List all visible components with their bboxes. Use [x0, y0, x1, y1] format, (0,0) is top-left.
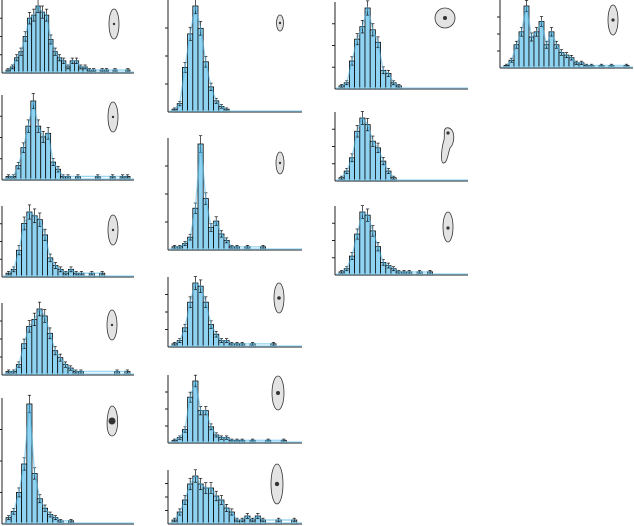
fit-curve: [8, 403, 71, 522]
fit-curve: [8, 100, 128, 178]
fit-curve: [341, 210, 430, 273]
nucleus-dot-icon: [277, 296, 281, 300]
histogram-panel-3-2: [332, 111, 468, 182]
nucleus-dot-icon: [443, 16, 447, 20]
histogram-bar: [364, 214, 371, 276]
histogram-bar: [31, 14, 37, 74]
histogram-bar: [192, 5, 199, 113]
fit-curve: [341, 116, 395, 179]
nucleus-dot-icon: [278, 161, 282, 165]
histogram-bar: [181, 66, 188, 113]
fit-curve: [174, 380, 284, 441]
histogram-panel-2-2: [165, 135, 302, 251]
histogram-panel-2-5: [165, 463, 302, 525]
histogram-panel-2-1: [165, 0, 302, 113]
histogram-bar: [364, 7, 371, 90]
histogram-bar: [39, 11, 45, 74]
histogram-bar: [369, 29, 376, 90]
nucleus-dot-icon: [276, 391, 280, 395]
histogram-panel-1-5: [0, 394, 134, 525]
histogram-bar: [192, 282, 199, 348]
histogram-bar: [533, 31, 540, 69]
fit-curve: [341, 5, 400, 87]
histogram-bar: [369, 140, 376, 182]
nucleus-dot-icon: [278, 21, 282, 25]
nucleus-dot-icon: [112, 22, 116, 26]
histogram-bar: [359, 26, 366, 90]
histogram-bar: [40, 136, 47, 181]
histogram-bar: [359, 117, 366, 182]
histogram-bar: [35, 125, 42, 181]
nucleus-dot-icon: [111, 228, 115, 232]
fit-curve: [174, 143, 263, 248]
fit-curve: [506, 5, 627, 67]
nucleus-dot-icon: [274, 481, 280, 487]
histogram-bar: [31, 215, 38, 278]
nucleus-dot-icon: [111, 115, 115, 119]
nucleus-dot-icon: [611, 18, 615, 22]
histogram-panel-1-2: [0, 93, 134, 181]
histogram-bar: [41, 315, 48, 376]
histogram-panel-2-3: [165, 276, 302, 348]
histogram-panel-1-1: [0, 0, 134, 74]
histogram-bar: [187, 396, 194, 444]
fit-curve: [174, 5, 227, 110]
histogram-bar: [192, 475, 199, 525]
histogram-bar: [36, 308, 43, 376]
nucleus-dot-icon: [110, 323, 114, 327]
histogram-panel-4-1: [497, 0, 633, 69]
histogram-panel-3-3: [332, 205, 468, 276]
histogram-bar: [364, 124, 371, 182]
fit-curve: [174, 281, 274, 345]
fit-curve: [8, 210, 103, 275]
histogram-bar: [36, 219, 43, 278]
histogram-bar: [197, 285, 204, 348]
histogram-panel-1-3: [0, 204, 134, 278]
nucleus-dot-icon: [446, 131, 450, 135]
cell-shape-icon: [441, 127, 455, 164]
fit-curve: [7, 4, 128, 71]
nucleus-dot-icon: [446, 226, 450, 230]
histogram-bar: [197, 410, 204, 444]
histogram-bar: [35, 5, 41, 74]
histogram-bar: [31, 319, 38, 376]
histogram-bar: [26, 211, 33, 278]
nucleus-dot-icon: [108, 417, 116, 425]
histogram-panel-1-4: [0, 301, 134, 376]
fit-curve: [174, 474, 295, 521]
fit-curve: [8, 307, 128, 373]
histogram-panel-2-4: [165, 374, 302, 444]
histogram-panel-3-1: [332, 0, 468, 90]
histogram-bar: [528, 36, 535, 69]
